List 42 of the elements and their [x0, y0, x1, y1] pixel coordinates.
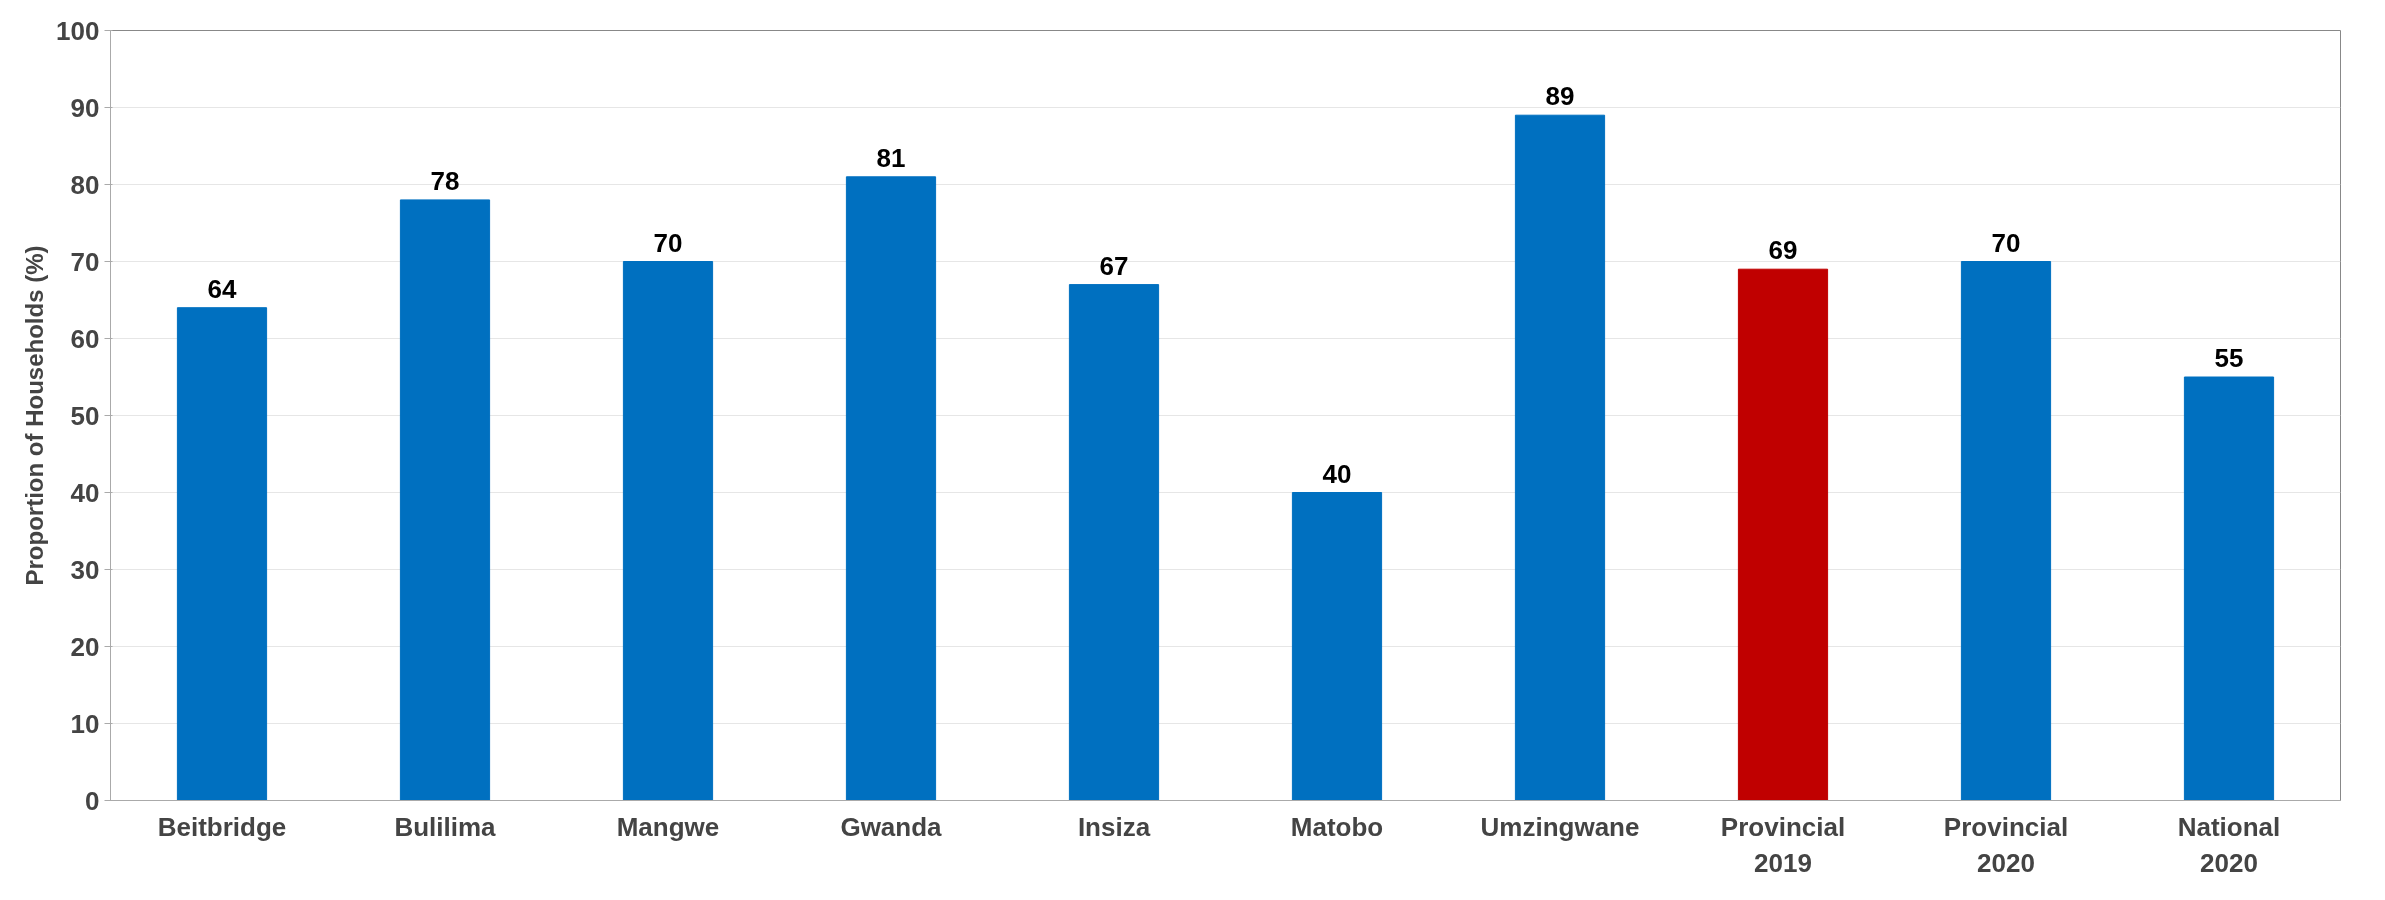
data-label: 78	[430, 165, 460, 196]
y-tick-label: 20	[70, 631, 100, 662]
data-label: 89	[1545, 81, 1575, 112]
x-tick-label: Insiza	[1077, 811, 1151, 842]
bar	[1737, 268, 1829, 801]
x-tick-label: Bulilima	[394, 811, 497, 842]
y-tick-label: 0	[85, 785, 100, 816]
data-label: 55	[2214, 343, 2244, 373]
y-tick-label: 60	[70, 323, 100, 354]
bar	[1514, 114, 1606, 801]
y-tick-label: 80	[70, 169, 100, 200]
bar	[1960, 261, 2052, 801]
data-label: 69	[1768, 235, 1798, 266]
y-tick-label: 40	[70, 477, 100, 508]
data-label: 67	[1099, 250, 1129, 281]
bar	[1068, 284, 1160, 801]
data-label: 70	[653, 227, 683, 258]
bar	[845, 176, 937, 801]
x-tick-label: Gwanda	[840, 811, 943, 842]
x-tick-label: Matobo	[1290, 811, 1384, 842]
y-tick-label: 50	[70, 400, 100, 431]
bar	[2183, 376, 2275, 801]
y-tick-label: 100	[56, 15, 100, 46]
data-label: 81	[876, 142, 906, 173]
bar	[176, 307, 268, 801]
x-tick-label: Umzingwane	[1480, 811, 1640, 842]
bar	[1291, 492, 1383, 801]
y-tick-label: 30	[70, 554, 100, 585]
y-tick-label: 10	[70, 708, 100, 739]
data-label: 40	[1322, 458, 1352, 489]
x-tick-label: Provincial 2019	[1720, 811, 1846, 878]
x-tick-label: National 2020	[2177, 811, 2281, 878]
x-tick-label: Provincial 2020	[1943, 811, 2069, 878]
data-label: 64	[207, 273, 237, 304]
y-tick-label: 70	[70, 246, 100, 277]
x-tick-label: Mangwe	[616, 811, 720, 842]
y-axis-title: Proportion of Households (%)	[21, 245, 49, 586]
data-label: 70	[1991, 227, 2021, 258]
bar	[622, 261, 714, 801]
bar	[399, 199, 491, 801]
y-tick-label: 90	[70, 92, 100, 123]
x-tick-label: Beitbridge	[157, 811, 287, 842]
